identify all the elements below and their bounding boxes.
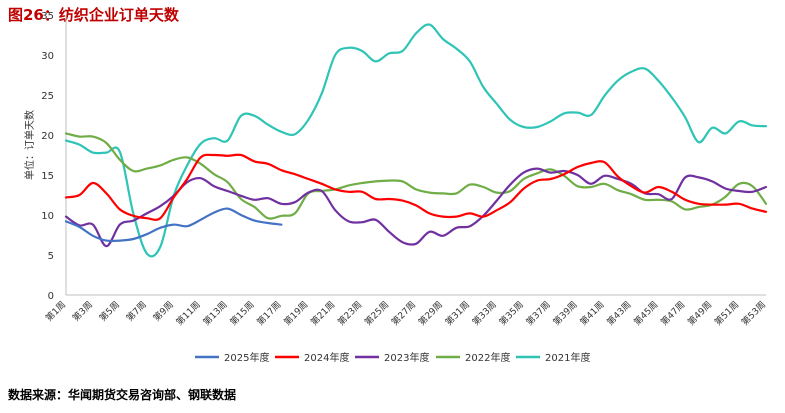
x-tick-label: 第13周	[200, 299, 229, 328]
x-tick-label: 第31周	[443, 299, 472, 328]
y-tick-label: 30	[41, 51, 54, 62]
source-note: 数据来源：华闻期货交易咨询部、钢联数据	[8, 388, 237, 402]
series-layer	[64, 23, 768, 258]
x-tick-label: 第49周	[685, 299, 714, 328]
series-line-0	[64, 207, 283, 243]
x-tick-label: 第51周	[712, 299, 741, 328]
y-tick-label: 20	[41, 131, 54, 142]
y-tick-label: 25	[41, 91, 54, 102]
x-tick-label: 第19周	[281, 299, 310, 328]
x-tick-label: 第11周	[173, 299, 202, 328]
y-tick-label: 5	[48, 251, 54, 262]
x-tick-label: 第9周	[151, 299, 176, 324]
x-tick-label: 第3周	[70, 299, 95, 324]
y-tick-label: 0	[48, 291, 54, 302]
x-axis: 第1周 第3周 第5周 第7周 第9周 第11周 第13周 第15周 第17周 第19周 第21周第…	[43, 294, 768, 328]
y-tick-label: 15	[41, 171, 54, 182]
series-line-4	[64, 23, 768, 258]
x-tick-label: 第43周	[604, 299, 633, 328]
x-tick-label: 第23周	[335, 299, 364, 328]
legend-label-4: 2021年度	[545, 351, 590, 364]
series-line-3	[64, 132, 768, 220]
x-tick-label: 第47周	[658, 299, 687, 328]
x-tick-label: 第1周	[43, 299, 68, 324]
x-tick-label: 第5周	[97, 299, 122, 324]
x-tick-label: 第35周	[497, 299, 526, 328]
x-tick-label: 第39周	[550, 299, 579, 328]
x-tick-label: 第29周	[416, 299, 445, 328]
figure-title: 图26：纺织企业订单天数	[8, 6, 179, 24]
legend-label-0: 2025年度	[224, 351, 269, 364]
y-axis: 0 5 10 15 20 25 30 35	[41, 11, 67, 302]
legend-label-1: 2024年度	[304, 351, 349, 364]
legend: 2025年度 2024年度 2023年度 2022年度 2021年度	[195, 351, 590, 364]
x-tick-label: 第33周	[470, 299, 499, 328]
x-tick-label: 第15周	[227, 299, 256, 328]
x-tick-label: 第41周	[577, 299, 606, 328]
y-tick-label: 10	[41, 211, 54, 222]
legend-label-3: 2022年度	[465, 351, 510, 364]
y-axis-label: 单位：订单天数	[23, 110, 36, 180]
x-tick-label: 第37周	[523, 299, 552, 328]
series-line-1	[64, 153, 768, 221]
y-tick-label: 35	[41, 11, 54, 22]
legend-label-2: 2023年度	[384, 351, 429, 364]
x-tick-label: 第45周	[631, 299, 660, 328]
x-tick-label: 第53周	[739, 299, 768, 328]
x-tick-label: 第17周	[254, 299, 283, 328]
x-tick-label: 第27周	[389, 299, 418, 328]
x-tick-label: 第25周	[362, 299, 391, 328]
x-tick-label: 第7周	[124, 299, 149, 324]
x-tick-label: 第21周	[308, 299, 337, 328]
